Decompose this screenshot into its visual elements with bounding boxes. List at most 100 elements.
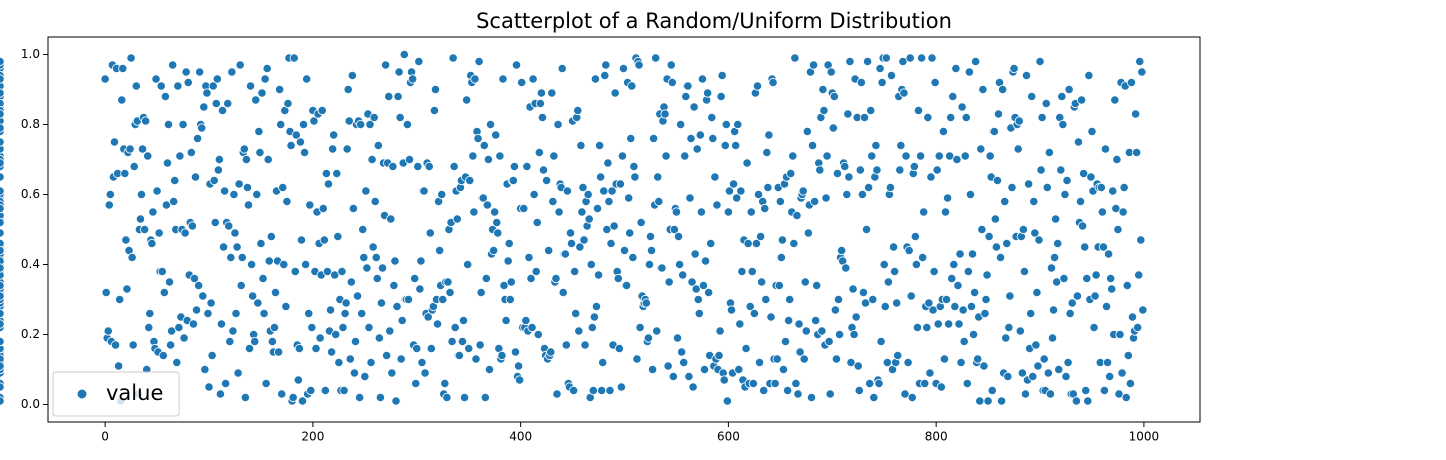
point — [971, 56, 981, 67]
point — [174, 322, 184, 333]
point — [178, 119, 188, 130]
point — [1076, 95, 1087, 105]
point — [652, 326, 662, 336]
point — [819, 105, 829, 116]
point — [1138, 305, 1148, 315]
point — [807, 140, 818, 151]
point — [680, 151, 690, 161]
point — [583, 189, 593, 200]
point — [180, 228, 190, 238]
x-tick-label: 0 — [101, 430, 109, 444]
point — [480, 392, 490, 403]
point — [156, 81, 166, 91]
point — [1119, 182, 1129, 193]
point — [0, 256, 5, 266]
point — [723, 207, 733, 217]
point — [1003, 371, 1013, 382]
point — [697, 74, 708, 84]
point — [0, 144, 5, 154]
point — [1024, 179, 1034, 189]
point — [802, 126, 812, 137]
point — [260, 74, 270, 84]
point — [830, 305, 840, 315]
point — [0, 98, 5, 109]
point — [1007, 182, 1017, 193]
point — [1130, 109, 1141, 119]
point — [403, 294, 414, 305]
point — [0, 270, 5, 280]
point — [840, 161, 850, 172]
point — [235, 60, 245, 70]
point — [547, 88, 557, 98]
point — [362, 263, 372, 273]
point — [1045, 389, 1056, 399]
point — [778, 364, 789, 375]
point — [905, 53, 915, 63]
point — [173, 81, 183, 91]
point — [1049, 252, 1060, 263]
point — [828, 123, 838, 133]
point — [0, 361, 5, 371]
point — [181, 67, 191, 77]
point — [790, 53, 800, 63]
point — [775, 196, 785, 207]
point — [899, 88, 909, 98]
point — [590, 74, 601, 84]
point — [1078, 221, 1088, 231]
point — [606, 238, 616, 249]
point — [528, 74, 538, 84]
point — [877, 77, 887, 88]
point — [1103, 249, 1114, 259]
point — [979, 361, 989, 371]
point — [963, 266, 973, 277]
point — [849, 329, 859, 340]
point — [0, 238, 5, 249]
point — [895, 165, 905, 175]
point — [343, 84, 353, 95]
point — [0, 291, 5, 301]
point — [279, 259, 289, 270]
point — [901, 151, 911, 161]
point — [0, 343, 5, 354]
point — [549, 151, 559, 161]
point — [183, 77, 193, 88]
point — [479, 140, 489, 151]
point — [0, 396, 5, 406]
point — [602, 224, 612, 235]
point — [311, 343, 321, 354]
point — [388, 161, 398, 172]
point — [499, 280, 509, 291]
point — [726, 305, 737, 315]
point — [160, 91, 170, 102]
point — [464, 343, 474, 354]
point — [167, 326, 177, 336]
point — [0, 137, 5, 147]
point — [1107, 284, 1117, 294]
point — [0, 123, 5, 133]
point — [948, 91, 958, 102]
point — [664, 277, 674, 287]
point — [345, 354, 355, 364]
point — [200, 364, 210, 375]
point — [131, 81, 141, 91]
point — [471, 354, 481, 364]
point — [788, 151, 798, 161]
point — [927, 53, 937, 63]
point — [1031, 340, 1041, 350]
point — [495, 151, 505, 161]
point — [674, 259, 685, 270]
point — [1099, 385, 1110, 396]
point — [476, 287, 486, 298]
point — [794, 319, 804, 329]
point — [276, 119, 286, 130]
point — [243, 200, 254, 210]
point — [258, 273, 268, 284]
legend-box — [52, 371, 180, 417]
x-tick-label: 200 — [301, 430, 324, 444]
point — [755, 231, 766, 242]
point — [1039, 354, 1049, 364]
point — [1110, 95, 1120, 105]
point — [1101, 301, 1112, 312]
point — [126, 53, 136, 63]
point — [347, 70, 357, 81]
